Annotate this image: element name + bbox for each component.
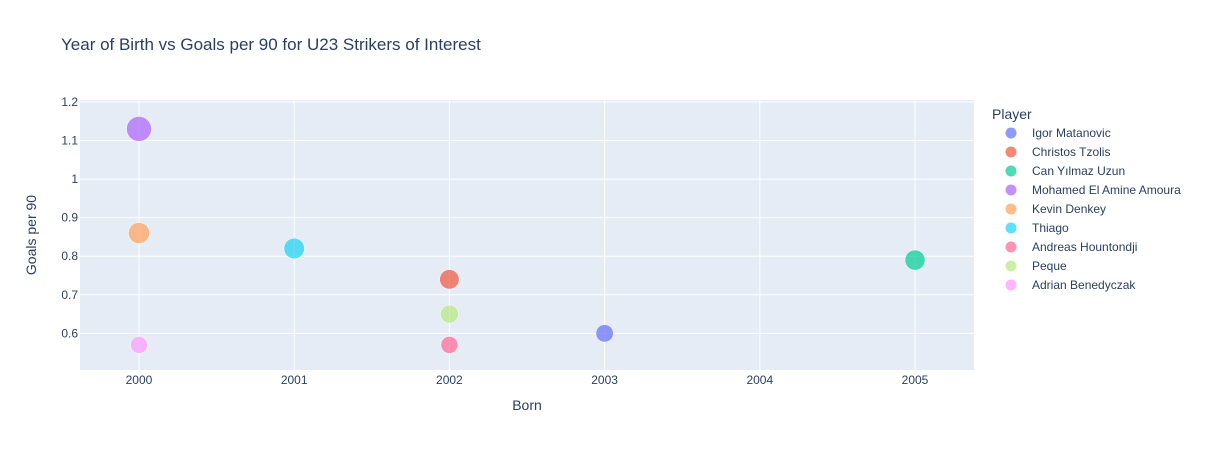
legend-marker [1005, 241, 1017, 253]
legend-label: Adrian Benedyczak [1032, 278, 1136, 292]
legend-marker [1005, 165, 1017, 177]
y-tick-label: 1.1 [61, 134, 78, 148]
legend-label: Christos Tzolis [1032, 145, 1110, 159]
x-tick-label: 2004 [746, 373, 773, 387]
data-point-3[interactable] [904, 249, 926, 271]
y-tick-label: 1.2 [61, 95, 78, 109]
legend-title: Player [992, 106, 1032, 122]
legend-marker [1005, 279, 1017, 291]
legend-marker [1005, 127, 1017, 139]
legend-label: Peque [1032, 259, 1067, 273]
legend[interactable]: Igor Matanovic Christos Tzolis Can Yılmaz … [1005, 126, 1182, 292]
data-point-6[interactable] [283, 237, 305, 260]
legend-item-7[interactable]: Andreas Hountondji [1005, 240, 1138, 254]
grid [80, 100, 974, 370]
data-point-1[interactable] [595, 324, 614, 343]
x-tick-label: 2005 [902, 373, 929, 387]
legend-label: Thiago [1032, 221, 1069, 235]
legend-item-4[interactable]: Mohamed El Amine Amoura [1005, 183, 1182, 197]
y-tick-label: 0.8 [61, 249, 78, 263]
legend-item-9[interactable]: Adrian Benedyczak [1005, 278, 1137, 292]
data-point-5[interactable] [128, 222, 150, 244]
plot-area [80, 100, 974, 370]
legend-marker [1005, 222, 1017, 234]
data-point-7[interactable] [440, 336, 459, 354]
x-axis-ticks: 2000 2001 2002 2003 2004 2005 [126, 373, 929, 387]
legend-label: Can Yılmaz Uzun [1032, 164, 1125, 178]
y-tick-label: 0.9 [61, 211, 78, 225]
y-axis-ticks: 0.6 0.7 0.8 0.9 1 1.1 1.2 [61, 95, 78, 340]
legend-item-8[interactable]: Peque [1005, 259, 1068, 273]
y-tick-label: 0.6 [61, 326, 78, 340]
legend-label: Kevin Denkey [1032, 202, 1106, 216]
data-point-8[interactable] [440, 304, 459, 324]
legend-item-1[interactable]: Igor Matanovic [1005, 126, 1111, 140]
legend-item-6[interactable]: Thiago [1005, 221, 1070, 235]
legend-item-5[interactable]: Kevin Denkey [1005, 202, 1107, 216]
x-tick-label: 2001 [281, 373, 308, 387]
y-axis-title: Goals per 90 [23, 195, 39, 275]
x-tick-label: 2003 [591, 373, 618, 387]
legend-marker [1005, 203, 1017, 215]
x-tick-label: 2002 [436, 373, 463, 387]
x-axis-title: Born [512, 397, 542, 413]
legend-label: Igor Matanovic [1032, 126, 1111, 140]
legend-label: Andreas Hountondji [1032, 240, 1137, 254]
data-points [126, 116, 926, 354]
data-point-2[interactable] [439, 269, 460, 290]
x-tick-label: 2000 [126, 373, 153, 387]
legend-item-3[interactable]: Can Yılmaz Uzun [1005, 164, 1126, 178]
legend-marker [1005, 146, 1017, 158]
data-point-9[interactable] [130, 336, 148, 354]
legend-label: Mohamed El Amine Amoura [1032, 183, 1181, 197]
y-tick-label: 1 [71, 172, 78, 186]
legend-marker [1005, 260, 1017, 272]
data-point-4[interactable] [126, 116, 152, 142]
chart-title: Year of Birth vs Goals per 90 for U23 St… [61, 35, 481, 54]
y-tick-label: 0.7 [61, 288, 78, 302]
legend-item-2[interactable]: Christos Tzolis [1005, 145, 1111, 159]
legend-marker [1005, 184, 1017, 196]
